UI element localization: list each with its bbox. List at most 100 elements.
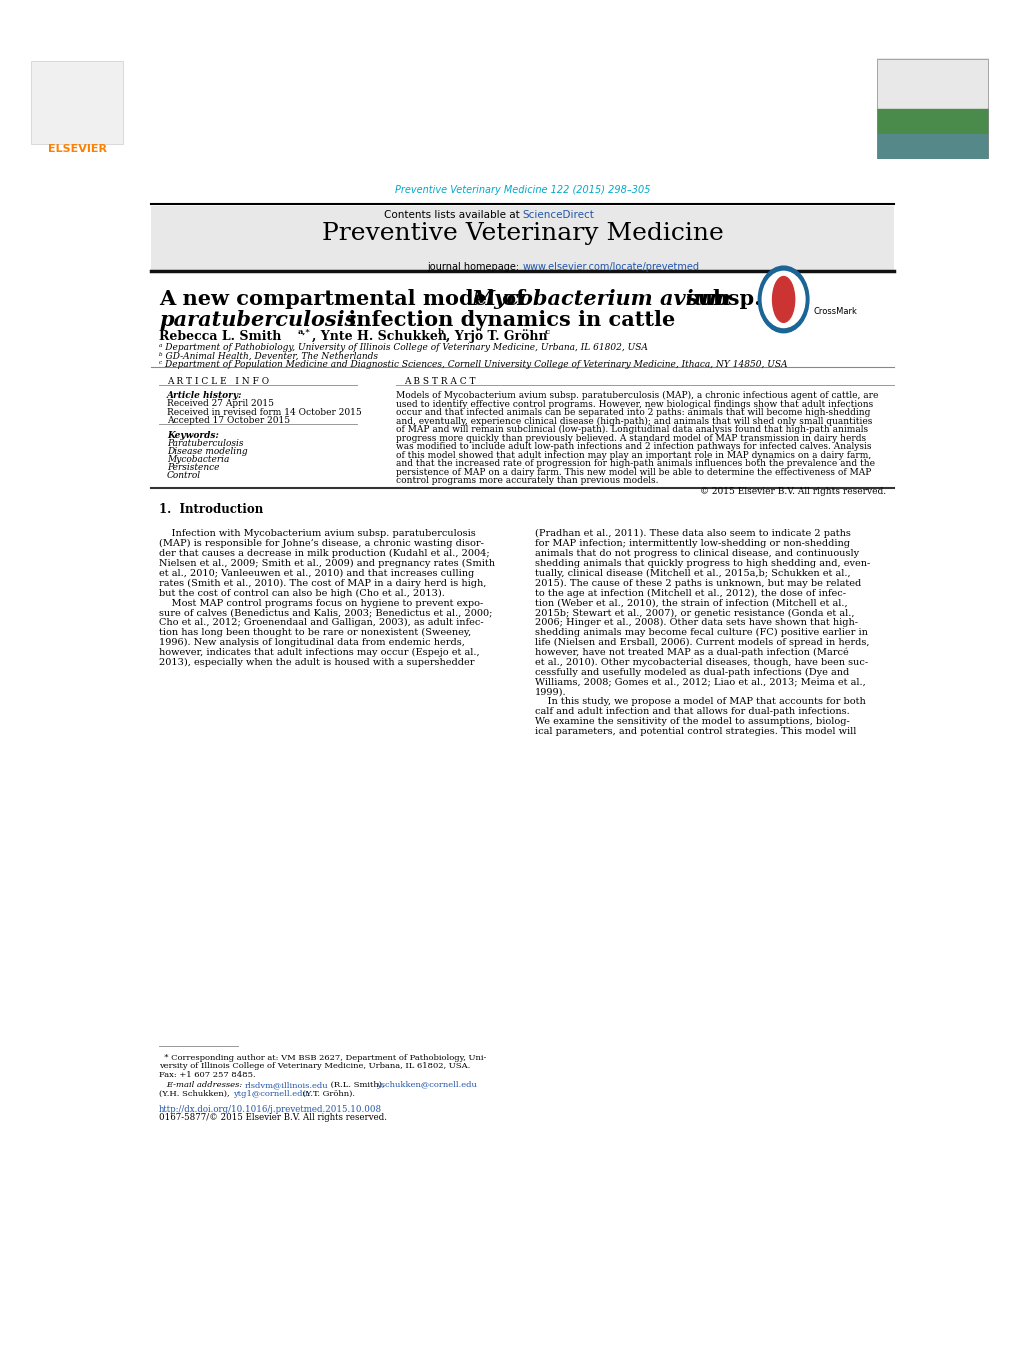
Bar: [876, 58, 988, 109]
Text: Persistence: Persistence: [167, 463, 219, 471]
Text: , Ynte H. Schukken: , Ynte H. Schukken: [312, 330, 446, 343]
Text: tion has long been thought to be rare or nonexistent (Sweeney,: tion has long been thought to be rare or…: [159, 628, 471, 638]
Bar: [876, 109, 988, 134]
Text: Preventive Veterinary Medicine 122 (2015) 298–305: Preventive Veterinary Medicine 122 (2015…: [394, 185, 650, 195]
Text: of MAP and will remain subclinical (low-path). Longitudinal data analysis found : of MAP and will remain subclinical (low-…: [396, 426, 867, 434]
Text: CrossMark: CrossMark: [813, 308, 857, 316]
Text: to the age at infection (Mitchell et al., 2012), the dose of infec-: to the age at infection (Mitchell et al.…: [534, 589, 845, 597]
Text: Article history:: Article history:: [167, 390, 243, 400]
Text: Most MAP control programs focus on hygiene to prevent expo-: Most MAP control programs focus on hygie…: [159, 598, 483, 608]
Text: cessfully and usefully modeled as dual-path infections (Dye and: cessfully and usefully modeled as dual-p…: [534, 667, 848, 677]
Text: Mycobacteria: Mycobacteria: [167, 455, 229, 463]
FancyBboxPatch shape: [151, 205, 894, 272]
Text: paratuberculosis: paratuberculosis: [159, 309, 356, 330]
Text: 2015b; Stewart et al., 2007), or genetic resistance (Gonda et al.,: 2015b; Stewart et al., 2007), or genetic…: [534, 608, 853, 617]
Text: rates (Smith et al., 2010). The cost of MAP in a dairy herd is high,: rates (Smith et al., 2010). The cost of …: [159, 578, 486, 588]
Text: Contents lists available at: Contents lists available at: [383, 209, 522, 220]
Text: calf and adult infection and that allows for dual-path infections.: calf and adult infection and that allows…: [534, 707, 849, 716]
Text: c: c: [544, 327, 549, 335]
Ellipse shape: [771, 277, 794, 323]
Text: shedding animals that quickly progress to high shedding and, even-: shedding animals that quickly progress t…: [534, 559, 869, 567]
Text: progress more quickly than previously believed. A standard model of MAP transmis: progress more quickly than previously be…: [396, 434, 865, 443]
Text: ical parameters, and potential control strategies. This model will: ical parameters, and potential control s…: [534, 727, 855, 736]
Text: however, have not treated MAP as a dual-path infection (Marcé: however, have not treated MAP as a dual-…: [534, 648, 848, 658]
Text: © 2015 Elsevier B.V. All rights reserved.: © 2015 Elsevier B.V. All rights reserved…: [700, 486, 886, 496]
Text: der that causes a decrease in milk production (Kudahl et al., 2004;: der that causes a decrease in milk produ…: [159, 549, 489, 558]
Text: Fax: +1 607 257 8485.: Fax: +1 607 257 8485.: [159, 1071, 256, 1078]
Text: journal homepage:: journal homepage:: [427, 262, 522, 272]
Text: Control: Control: [167, 471, 201, 481]
Text: Keywords:: Keywords:: [167, 431, 219, 439]
Text: 0167-5877/© 2015 Elsevier B.V. All rights reserved.: 0167-5877/© 2015 Elsevier B.V. All right…: [159, 1113, 387, 1123]
Text: 2006; Hinger et al., 2008). Other data sets have shown that high-: 2006; Hinger et al., 2008). Other data s…: [534, 619, 857, 627]
Text: for MAP infection; intermittently low-shedding or non-shedding: for MAP infection; intermittently low-sh…: [534, 539, 849, 549]
Text: Disease modeling: Disease modeling: [167, 447, 248, 455]
Circle shape: [761, 272, 804, 327]
Text: * Corresponding author at: VM BSB 2627, Department of Pathobiology, Uni-: * Corresponding author at: VM BSB 2627, …: [159, 1054, 486, 1062]
Text: ᶜ Department of Population Medicine and Diagnostic Sciences, Cornell University : ᶜ Department of Population Medicine and …: [159, 359, 787, 369]
Text: Nielsen et al., 2009; Smith et al., 2009) and pregnancy rates (Smith: Nielsen et al., 2009; Smith et al., 2009…: [159, 559, 494, 569]
Text: et al., 2010; Vanleeuwen et al., 2010) and that increases culling: et al., 2010; Vanleeuwen et al., 2010) a…: [159, 569, 474, 578]
Text: (Y.H. Schukken),: (Y.H. Schukken),: [159, 1090, 232, 1098]
Text: A new compartmental model of: A new compartmental model of: [159, 289, 532, 309]
Text: yschukken@cornell.edu: yschukken@cornell.edu: [376, 1081, 477, 1089]
Text: persistence of MAP on a dairy farm. This new model will be able to determine the: persistence of MAP on a dairy farm. This…: [396, 467, 871, 477]
Text: of this model showed that adult infection may play an important role in MAP dyna: of this model showed that adult infectio…: [396, 451, 870, 459]
Text: however, indicates that adult infections may occur (Espejo et al.,: however, indicates that adult infections…: [159, 648, 479, 657]
Text: E-mail addresses:: E-mail addresses:: [159, 1081, 245, 1089]
Text: (Y.T. Gröhn).: (Y.T. Gröhn).: [300, 1090, 355, 1098]
Text: and that the increased rate of progression for high-path animals influences both: and that the increased rate of progressi…: [396, 459, 874, 469]
Text: b: b: [438, 327, 443, 335]
Text: versity of Illinois College of Veterinary Medicine, Urbana, IL 61802, USA.: versity of Illinois College of Veterinar…: [159, 1062, 470, 1070]
Text: 1999).: 1999).: [534, 688, 566, 697]
FancyBboxPatch shape: [31, 61, 122, 145]
Text: Mycobacterium avium: Mycobacterium avium: [471, 289, 731, 309]
Text: Accepted 17 October 2015: Accepted 17 October 2015: [167, 416, 289, 426]
Text: infection dynamics in cattle: infection dynamics in cattle: [340, 309, 675, 330]
Text: was modified to include adult low-path infections and 2 infection pathways for i: was modified to include adult low-path i…: [396, 442, 871, 451]
Text: (Pradhan et al., 2011). These data also seem to indicate 2 paths: (Pradhan et al., 2011). These data also …: [534, 530, 850, 539]
Text: ScienceDirect: ScienceDirect: [522, 209, 594, 220]
Text: ᵇ GD-Animal Health, Deventer, The Netherlands: ᵇ GD-Animal Health, Deventer, The Nether…: [159, 351, 378, 361]
Text: http://dx.doi.org/10.1016/j.prevetmed.2015.10.008: http://dx.doi.org/10.1016/j.prevetmed.20…: [159, 1105, 382, 1113]
Text: Williams, 2008; Gomes et al., 2012; Liao et al., 2013; Meima et al.,: Williams, 2008; Gomes et al., 2012; Liao…: [534, 678, 864, 686]
Text: Received 27 April 2015: Received 27 April 2015: [167, 400, 274, 408]
Text: tually, clinical disease (Mitchell et al., 2015a,b; Schukken et al.,: tually, clinical disease (Mitchell et al…: [534, 569, 850, 578]
Text: but the cost of control can also be high (Cho et al., 2013).: but the cost of control can also be high…: [159, 589, 444, 597]
Text: ELSEVIER: ELSEVIER: [48, 145, 107, 154]
Text: ᵃ Department of Pathobiology, University of Illinois College of Veterinary Medic: ᵃ Department of Pathobiology, University…: [159, 343, 647, 353]
Text: Received in revised form 14 October 2015: Received in revised form 14 October 2015: [167, 408, 362, 416]
Bar: [876, 134, 988, 159]
Text: life (Nielsen and Ersball, 2006). Current models of spread in herds,: life (Nielsen and Ersball, 2006). Curren…: [534, 638, 868, 647]
Text: Models of Mycobacterium avium subsp. paratuberculosis (MAP), a chronic infectiou: Models of Mycobacterium avium subsp. par…: [396, 390, 877, 400]
Text: In this study, we propose a model of MAP that accounts for both: In this study, we propose a model of MAP…: [534, 697, 864, 707]
Text: A R T I C L E   I N F O: A R T I C L E I N F O: [167, 377, 269, 386]
Text: (MAP) is responsible for Johne’s disease, a chronic wasting disor-: (MAP) is responsible for Johne’s disease…: [159, 539, 484, 549]
Text: occur and that infected animals can be separated into 2 paths: animals that will: occur and that infected animals can be s…: [396, 408, 870, 417]
Text: Paratuberculosis: Paratuberculosis: [167, 439, 244, 447]
Text: subsp.: subsp.: [679, 289, 761, 309]
Text: used to identify effective control programs. However, new biological findings sh: used to identify effective control progr…: [396, 400, 872, 408]
Text: 1996). New analysis of longitudinal data from endemic herds,: 1996). New analysis of longitudinal data…: [159, 638, 465, 647]
Text: , Yrjö T. Gröhn: , Yrjö T. Gröhn: [445, 330, 547, 343]
Text: rlsdvm@illinois.edu: rlsdvm@illinois.edu: [245, 1081, 328, 1089]
Text: We examine the sensitivity of the model to assumptions, biolog-: We examine the sensitivity of the model …: [534, 717, 849, 725]
Text: et al., 2010). Other mycobacterial diseases, though, have been suc-: et al., 2010). Other mycobacterial disea…: [534, 658, 867, 667]
Text: and, eventually, experience clinical disease (high-path); and animals that will : and, eventually, experience clinical dis…: [396, 416, 872, 426]
Text: Cho et al., 2012; Groenendaal and Galligan, 2003), as adult infec-: Cho et al., 2012; Groenendaal and Gallig…: [159, 619, 483, 627]
Text: control programs more accurately than previous models.: control programs more accurately than pr…: [396, 477, 658, 485]
Text: 1.  Introduction: 1. Introduction: [159, 504, 263, 516]
Text: 2013), especially when the adult is housed with a supershedder: 2013), especially when the adult is hous…: [159, 658, 474, 667]
Text: a,*: a,*: [298, 327, 310, 335]
Text: sure of calves (Benedictus and Kalis, 2003; Benedictus et al., 2000;: sure of calves (Benedictus and Kalis, 20…: [159, 608, 492, 617]
Text: animals that do not progress to clinical disease, and continuously: animals that do not progress to clinical…: [534, 549, 858, 558]
Text: www.elsevier.com/locate/prevetmed: www.elsevier.com/locate/prevetmed: [522, 262, 699, 272]
Circle shape: [757, 266, 808, 332]
Text: ytg1@cornell.edu: ytg1@cornell.edu: [232, 1090, 307, 1098]
Text: Preventive Veterinary Medicine: Preventive Veterinary Medicine: [322, 223, 722, 246]
Text: Infection with Mycobacterium avium subsp. paratuberculosis: Infection with Mycobacterium avium subsp…: [159, 530, 476, 538]
Text: 2015). The cause of these 2 paths is unknown, but may be related: 2015). The cause of these 2 paths is unk…: [534, 578, 860, 588]
Text: tion (Weber et al., 2010), the strain of infection (Mitchell et al.,: tion (Weber et al., 2010), the strain of…: [534, 598, 847, 608]
Text: A B S T R A C T: A B S T R A C T: [404, 377, 475, 386]
Text: shedding animals may become fecal culture (FC) positive earlier in: shedding animals may become fecal cultur…: [534, 628, 866, 638]
